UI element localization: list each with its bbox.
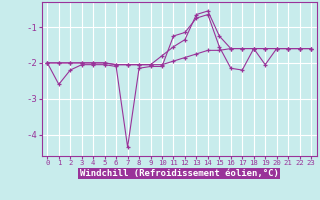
X-axis label: Windchill (Refroidissement éolien,°C): Windchill (Refroidissement éolien,°C) bbox=[80, 169, 279, 178]
